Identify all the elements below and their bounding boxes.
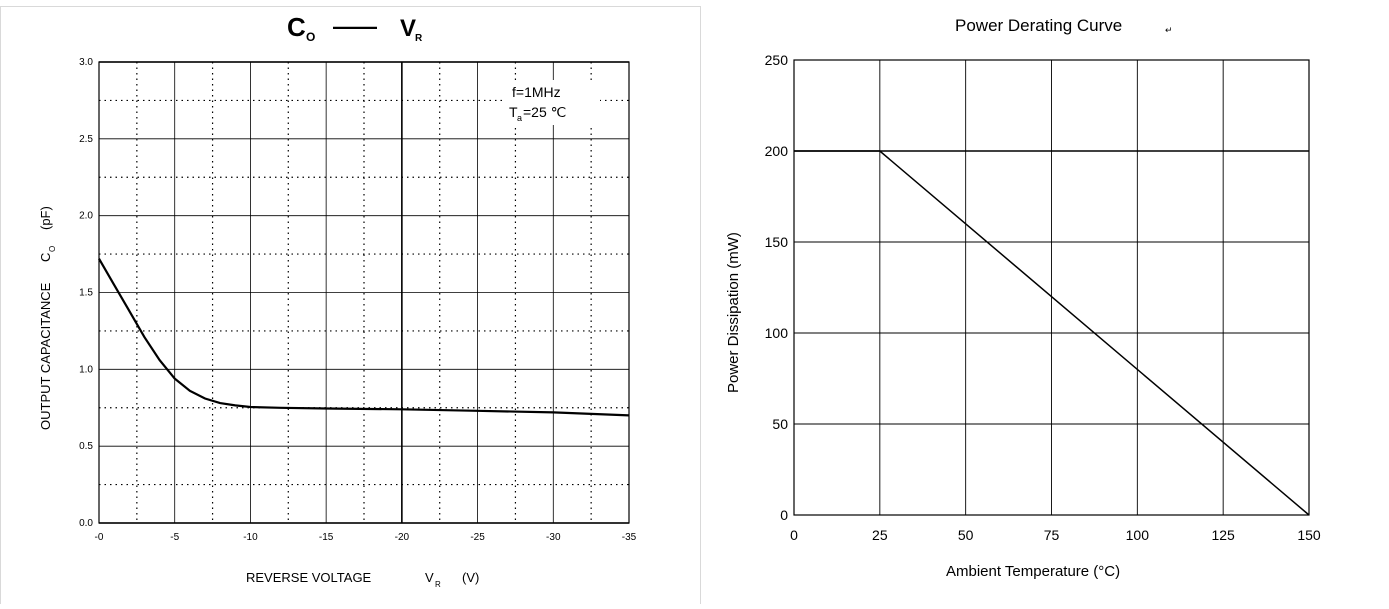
x-tick-label: -5 bbox=[170, 532, 179, 543]
chart-title-return-mark: ↵ bbox=[1165, 25, 1173, 35]
x-axis-label-unit: (V) bbox=[462, 570, 479, 585]
y-tick-label: 2.5 bbox=[79, 134, 93, 145]
divider-middle bbox=[700, 6, 701, 604]
y-tick-label: 2.0 bbox=[79, 211, 93, 222]
x-tick-label: 125 bbox=[1211, 527, 1235, 543]
power-derating-chart: 0 25 50 75 100 125 150 0 50 100 150 200 250 Power De… bbox=[725, 16, 1321, 580]
capacitance-curve bbox=[98, 258, 630, 417]
y-tick-label: 1.5 bbox=[79, 288, 93, 299]
y-tick-label: 250 bbox=[765, 52, 789, 68]
chart-title-variable-subscript: R bbox=[415, 33, 423, 44]
x-tick-label: 50 bbox=[958, 527, 974, 543]
x-axis-label-variable: V bbox=[425, 570, 434, 585]
annotation-background bbox=[505, 80, 600, 125]
y-axis-label: Power Dissipation (mW) bbox=[725, 232, 742, 393]
y-axis-label-unit: (pF) bbox=[38, 206, 53, 230]
power-derating-curve bbox=[794, 150, 1310, 516]
chart-title-variable: V bbox=[400, 15, 416, 42]
annotation-temp-symbol: T bbox=[509, 104, 518, 120]
x-axis-label-subscript: R bbox=[435, 580, 441, 589]
x-tick-label: -15 bbox=[319, 532, 334, 543]
y-tick-label: 100 bbox=[765, 325, 789, 341]
y-tick-label: 0.0 bbox=[79, 518, 93, 529]
x-tick-label: 75 bbox=[1044, 527, 1060, 543]
annotation-frequency: f=1MHz bbox=[512, 84, 561, 100]
chart-title: Power Derating Curve bbox=[955, 16, 1122, 35]
plot-border bbox=[98, 61, 630, 524]
divider-left bbox=[0, 6, 1, 604]
x-tick-label: -30 bbox=[546, 532, 561, 543]
y-axis-label-variable: C bbox=[38, 253, 53, 262]
x-tick-label: 150 bbox=[1297, 527, 1321, 543]
plot-border bbox=[793, 59, 1310, 516]
annotation-temp-subscript: a bbox=[517, 113, 522, 123]
capacitance-chart: -0 -5 -10 -15 -20 -25 -30 -35 0.0 0.5 1.0 1.5 2.0 2.5… bbox=[38, 12, 637, 589]
power-derating-chart-panel: 0 25 50 75 100 125 150 0 50 100 150 200 250 Power De… bbox=[700, 0, 1389, 604]
y-tick-label: 50 bbox=[772, 416, 788, 432]
x-tick-label: -10 bbox=[243, 532, 258, 543]
y-tick-label: 0 bbox=[780, 507, 788, 523]
x-axis-label: REVERSE VOLTAGE bbox=[246, 570, 372, 585]
y-tick-label: 200 bbox=[765, 143, 789, 159]
x-axis-label: Ambient Temperature (°C) bbox=[946, 563, 1120, 580]
x-tick-label: 0 bbox=[790, 527, 798, 543]
capacitance-chart-panel: -0 -5 -10 -15 -20 -25 -30 -35 0.0 0.5 1.0 1.5 2.0 2.5… bbox=[0, 0, 700, 604]
chart-title-subscript: O bbox=[306, 30, 315, 44]
chart-title-dash: —— bbox=[333, 14, 377, 39]
annotation-temp-value: =25 ℃ bbox=[523, 104, 566, 120]
x-tick-label: -0 bbox=[95, 532, 104, 543]
y-axis-label-subscript: O bbox=[48, 246, 57, 252]
x-tick-label: 100 bbox=[1126, 527, 1150, 543]
x-tick-label: -20 bbox=[395, 532, 410, 543]
x-tick-label: -25 bbox=[470, 532, 485, 543]
divider-top bbox=[0, 6, 700, 7]
y-tick-label: 0.5 bbox=[79, 441, 93, 452]
x-tick-label: 25 bbox=[872, 527, 888, 543]
y-tick-label: 3.0 bbox=[79, 57, 93, 68]
y-tick-label: 150 bbox=[765, 234, 789, 250]
chart-title-symbol: C bbox=[287, 12, 306, 42]
y-tick-label: 1.0 bbox=[79, 364, 93, 375]
y-axis-label: OUTPUT CAPACITANCE bbox=[38, 282, 53, 430]
x-tick-label: -35 bbox=[622, 532, 637, 543]
